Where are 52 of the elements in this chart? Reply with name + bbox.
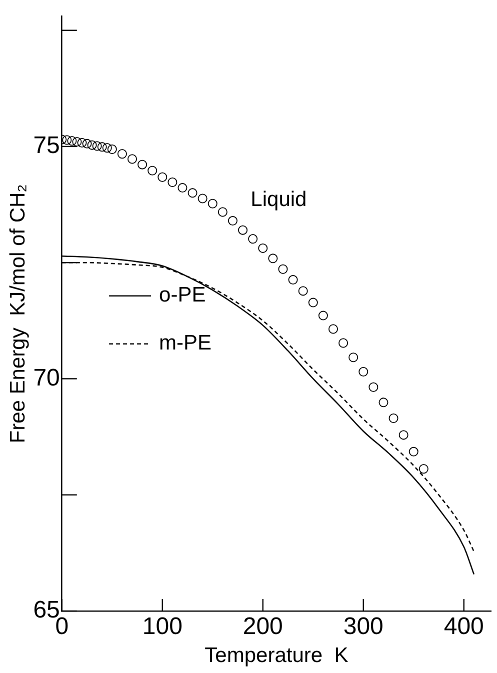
point xyxy=(378,398,388,408)
point xyxy=(127,154,137,164)
point xyxy=(268,254,278,264)
point xyxy=(258,243,268,253)
point xyxy=(107,144,117,154)
point xyxy=(228,216,238,226)
point xyxy=(298,286,308,296)
point xyxy=(418,464,428,474)
x-tick-label: 200 xyxy=(242,613,283,640)
point xyxy=(148,166,158,176)
point xyxy=(348,352,358,362)
point xyxy=(328,324,338,334)
y-tick-label: 75 xyxy=(33,132,60,160)
legend-label: m-PE xyxy=(159,332,212,355)
point xyxy=(97,142,107,152)
x-tick-label: 400 xyxy=(444,613,484,640)
point xyxy=(308,298,318,308)
point xyxy=(358,367,368,377)
point xyxy=(82,138,92,148)
point xyxy=(102,143,112,153)
point xyxy=(208,198,218,208)
point xyxy=(248,234,258,244)
point xyxy=(72,137,82,147)
point xyxy=(288,275,298,285)
point xyxy=(198,194,208,204)
x-tick-label: 100 xyxy=(142,613,182,640)
point xyxy=(218,207,228,217)
point xyxy=(408,446,418,456)
point xyxy=(138,160,148,170)
point xyxy=(62,135,72,145)
point xyxy=(368,382,378,392)
point xyxy=(67,136,77,146)
point xyxy=(188,188,198,198)
point xyxy=(238,225,248,235)
point xyxy=(117,149,127,159)
legend-label: o-PE xyxy=(159,284,206,307)
point xyxy=(278,264,288,274)
y-axis-title: Free Energy KJ/mol of CH₂ xyxy=(6,184,30,444)
point xyxy=(398,430,408,440)
y-tick-label: 70 xyxy=(33,364,60,392)
x-axis-title: Temperature K xyxy=(204,644,348,668)
x-tick-label: 300 xyxy=(343,613,384,640)
point xyxy=(158,172,168,182)
point xyxy=(77,138,87,148)
point xyxy=(87,140,97,150)
point xyxy=(168,177,178,187)
point xyxy=(92,141,102,151)
point xyxy=(318,310,328,320)
series-label: Liquid xyxy=(250,188,307,211)
point xyxy=(388,413,398,423)
point xyxy=(178,183,188,193)
point xyxy=(338,338,348,348)
